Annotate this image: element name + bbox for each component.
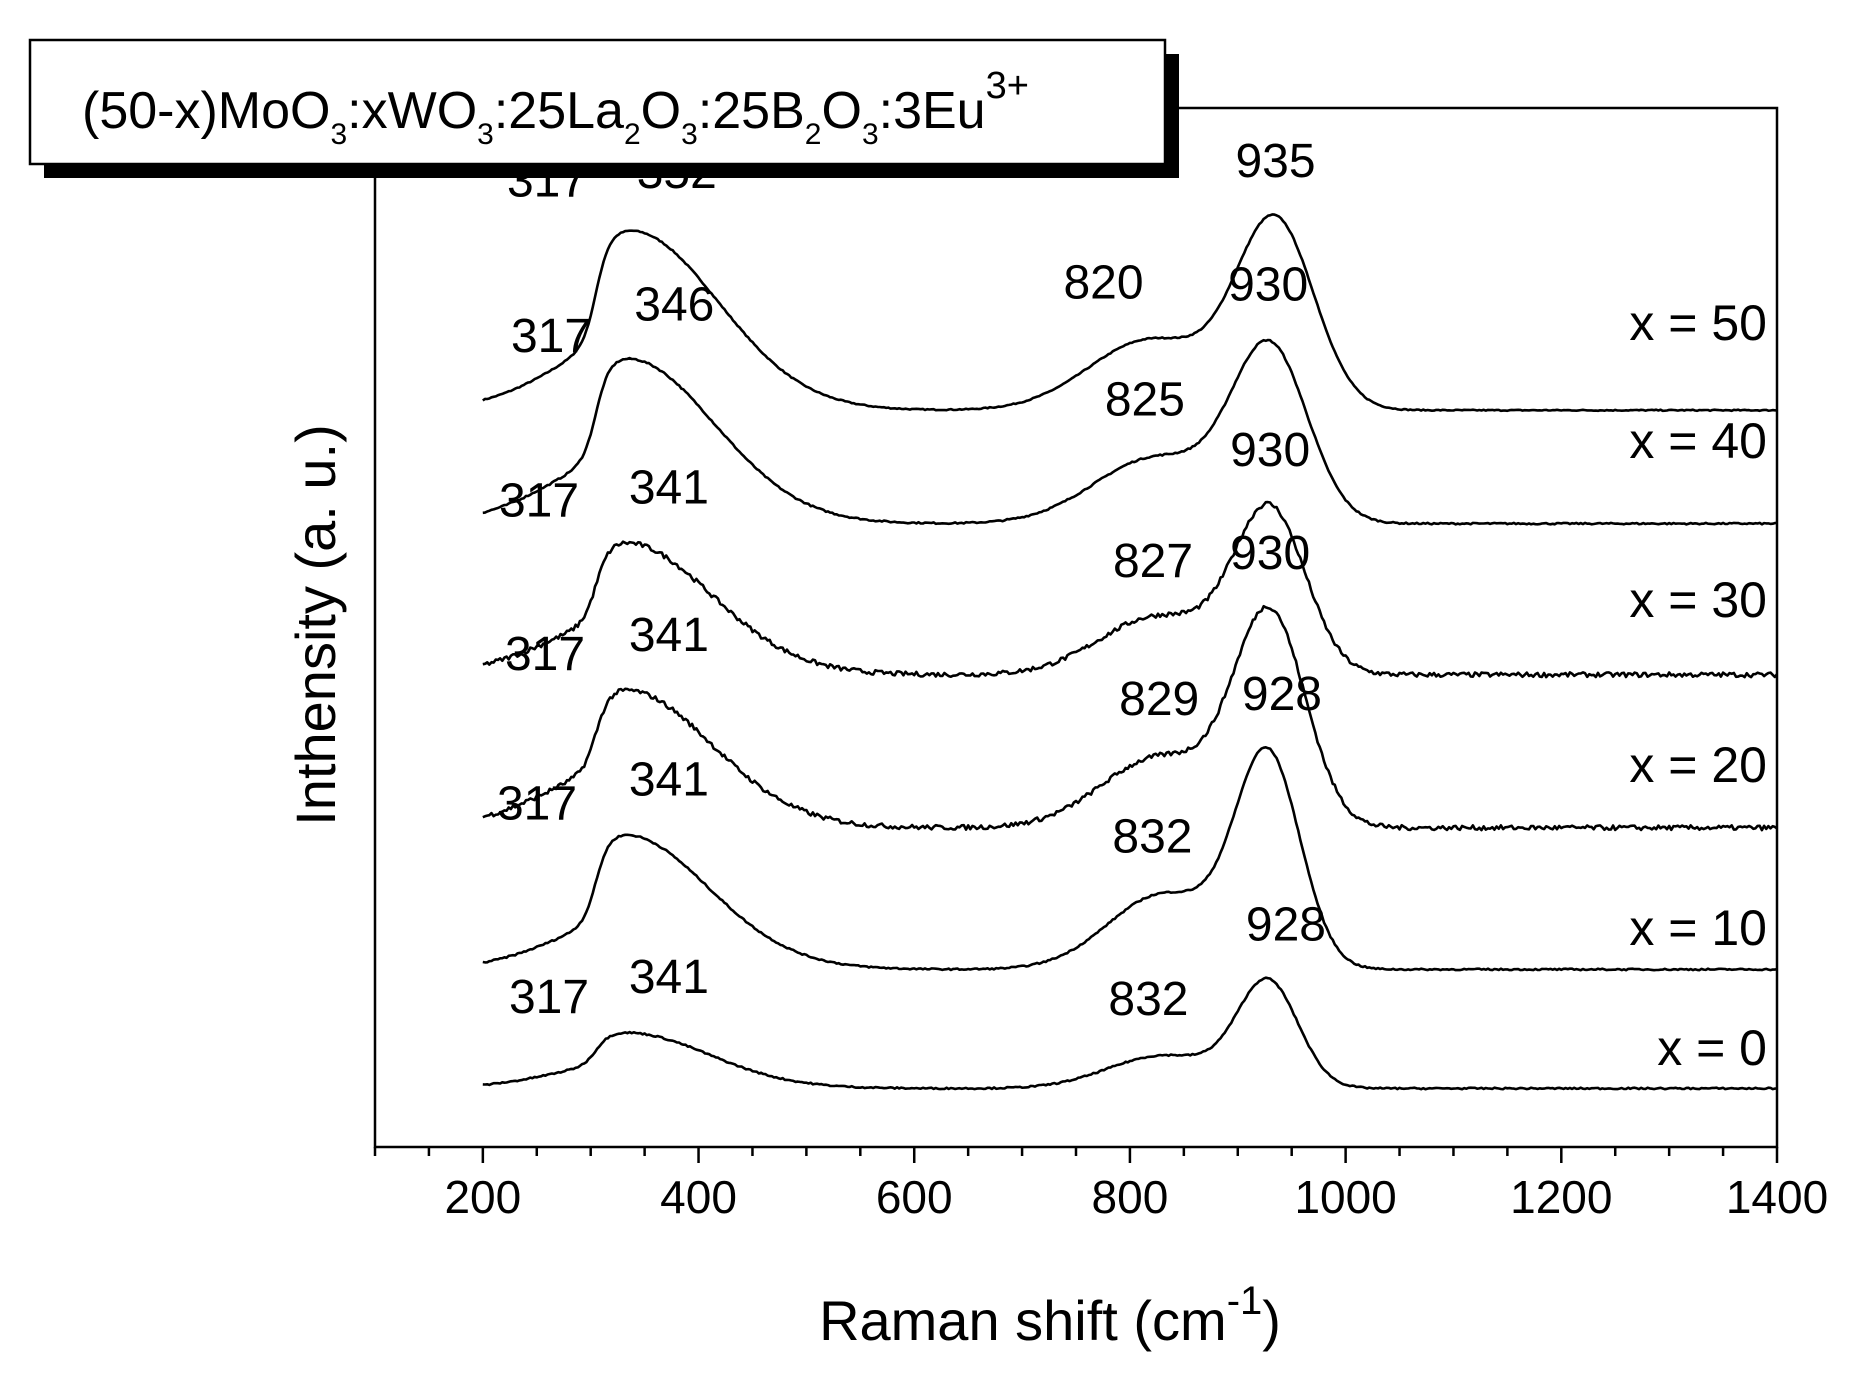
series-line <box>482 500 1779 679</box>
peak-label: 341 <box>629 951 709 1004</box>
chart-title: (50-x)MoO3:xWO3:25La2O3:25B2O3:3Eu3+ <box>82 65 1029 151</box>
title-part: :xWO <box>347 82 477 140</box>
x-axis-title: Raman shift (cm-1) <box>819 1279 1281 1352</box>
title-box: (50-x)MoO3:xWO3:25La2O3:25B2O3:3Eu3+ <box>28 38 1179 178</box>
x-tick-label: 1400 <box>1726 1171 1828 1223</box>
peak-label: 341 <box>629 609 709 662</box>
x-axis: 200 400 600 800 1000 1200 1400 <box>373 1147 1828 1223</box>
title-box-frame <box>28 38 1167 166</box>
title-part: 2 <box>624 118 641 151</box>
peak-label: 930 <box>1230 527 1310 580</box>
x-tick-label: 600 <box>876 1171 953 1223</box>
peak-label: 317 <box>511 310 591 363</box>
series-line <box>482 338 1778 526</box>
x-tick-label: 1000 <box>1294 1171 1396 1223</box>
title-part: 3+ <box>986 65 1029 107</box>
peak-label: 829 <box>1119 673 1199 726</box>
peak-label: 341 <box>629 754 709 807</box>
series-line <box>482 213 1778 413</box>
title-part: :25B <box>698 82 805 140</box>
title-part: :3Eu <box>879 82 986 140</box>
peak-label: 317 <box>509 971 589 1024</box>
peak-label: 832 <box>1112 811 1192 864</box>
x-tick-label: 1200 <box>1510 1171 1612 1223</box>
title-part: 3 <box>330 118 347 151</box>
y-axis-title: Inthensity (a. u.) <box>284 424 347 826</box>
peak-label: 317 <box>499 475 579 528</box>
peak-label: 317 <box>505 628 585 681</box>
peak-label: 317 <box>497 778 577 831</box>
peak-label: 928 <box>1246 899 1326 952</box>
x-tick-label: 400 <box>660 1171 737 1223</box>
series-line <box>482 976 1777 1091</box>
series-label: x = 0 <box>1657 1020 1767 1076</box>
series-label: x = 20 <box>1629 737 1767 793</box>
series-layer <box>482 213 1779 1091</box>
peak-label: 827 <box>1113 535 1193 588</box>
x-tick-label: 800 <box>1092 1171 1169 1223</box>
peak-label: 825 <box>1105 374 1185 427</box>
title-part: 3 <box>862 118 879 151</box>
series-label: x = 50 <box>1629 295 1767 351</box>
peak-label: 832 <box>1108 973 1188 1026</box>
title-part: (50-x)MoO <box>82 82 330 140</box>
title-part: 3 <box>477 118 494 151</box>
peak-label: 820 <box>1063 256 1143 309</box>
x-title-sup: -1 <box>1227 1279 1263 1323</box>
title-part: O <box>821 82 861 140</box>
x-title-close: ) <box>1262 1289 1281 1352</box>
x-title-main: Raman shift (cm <box>819 1289 1227 1352</box>
title-part: 3 <box>681 118 698 151</box>
peak-label: 341 <box>629 462 709 515</box>
peak-label: 930 <box>1228 259 1308 312</box>
title-part: O <box>641 82 681 140</box>
series-line <box>482 604 1778 832</box>
series-label: x = 10 <box>1629 900 1767 956</box>
title-part: :25La <box>494 82 624 140</box>
series-label: x = 30 <box>1629 572 1767 628</box>
peak-label: 346 <box>634 278 714 331</box>
series-label: x = 40 <box>1629 413 1767 469</box>
peak-label: 935 <box>1235 135 1315 188</box>
x-tick-label: 200 <box>444 1171 521 1223</box>
peak-label: 928 <box>1242 668 1322 721</box>
peak-label: 930 <box>1230 424 1310 477</box>
title-part: 2 <box>805 118 822 151</box>
series-line <box>482 746 1778 972</box>
